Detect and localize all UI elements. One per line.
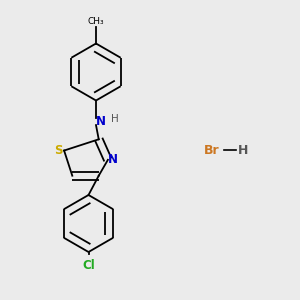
Text: H: H [111,114,119,124]
Text: N: N [108,153,118,167]
Text: N: N [95,115,106,128]
Text: Br: Br [204,143,219,157]
Text: Cl: Cl [82,259,95,272]
Text: S: S [55,144,63,157]
Text: CH₃: CH₃ [88,16,104,26]
Text: H: H [238,143,248,157]
